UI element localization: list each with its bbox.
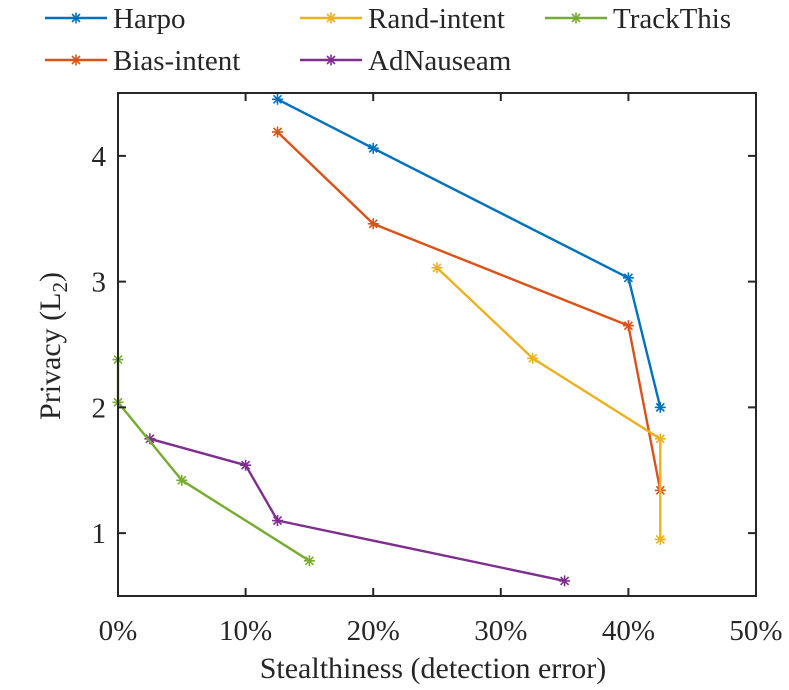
legend-label-trackthis: TrackThis: [613, 3, 731, 35]
x-tick-label: 10%: [219, 615, 272, 647]
x-tick-label: 0%: [99, 615, 138, 647]
legend-item-harpo: Harpo: [45, 3, 185, 35]
data-point-harpo: [272, 93, 283, 105]
legend-marker-adnauseam: [325, 54, 337, 66]
y-tick-label: 4: [92, 141, 107, 173]
data-point-harpo: [622, 272, 634, 284]
legend-label-rand-intent: Rand-intent: [368, 3, 505, 35]
y-axis-label: Privacy (L2): [34, 272, 72, 420]
legend-item-adnauseam: AdNauseam: [300, 45, 512, 77]
series-line-harpo: [276, 98, 662, 408]
x-tick-label: 40%: [602, 615, 655, 647]
data-point-trackthis: [303, 555, 315, 567]
y-axis-label-main: Privacy (L: [34, 293, 67, 420]
series-bias-intent: [272, 126, 666, 496]
legend-label-adnauseam: AdNauseam: [368, 45, 512, 77]
data-point-adnauseam: [144, 433, 156, 445]
y-tick-label: 3: [92, 267, 107, 299]
data-point-rand-intent: [431, 262, 443, 274]
legend-marker-bias-intent: [70, 54, 82, 66]
data-point-harpo: [654, 401, 666, 413]
x-tick-label: 50%: [729, 615, 782, 647]
data-point-rand-intent: [654, 533, 666, 545]
legend-marker-trackthis: [570, 12, 582, 24]
series-line-bias-intent: [276, 131, 662, 491]
legend-item-rand-intent: Rand-intent: [300, 3, 505, 35]
data-point-adnauseam: [272, 515, 283, 527]
y-tick-label: 2: [92, 392, 107, 424]
legend-marker-harpo: [70, 12, 82, 24]
y-axis-label-close: ): [34, 272, 67, 282]
series-trackthis: [112, 354, 315, 567]
series-rand-intent: [431, 262, 666, 545]
x-tick-label: 30%: [474, 615, 527, 647]
data-point-trackthis: [176, 474, 188, 486]
legend-label-bias-intent: Bias-intent: [113, 45, 240, 77]
legend-label-harpo: Harpo: [113, 3, 185, 35]
legend: Harpo Bias-intent Rand-intent AdNauseam Trac…: [45, 3, 731, 77]
legend-item-bias-intent: Bias-intent: [45, 45, 240, 77]
data-point-adnauseam: [559, 575, 571, 587]
plot-frame: [117, 92, 757, 597]
legend-marker-rand-intent: [325, 12, 337, 24]
data-point-bias-intent: [272, 126, 283, 138]
data-point-adnauseam: [240, 459, 252, 471]
x-axis-label: Stealthiness (detection error): [260, 652, 607, 685]
data-point-bias-intent: [367, 218, 379, 230]
data-point-bias-intent: [622, 320, 634, 332]
data-point-rand-intent: [654, 433, 666, 445]
series-line-rand-intent: [436, 266, 662, 540]
y-axis-label-subscript: 2: [48, 282, 72, 293]
series-layer: [112, 93, 666, 587]
series-line-adnauseam: [149, 437, 565, 583]
axes: 0% 10% 20% 30% 40% 50% 1 2 3 4: [92, 92, 783, 647]
data-point-rand-intent: [527, 352, 539, 364]
x-tick-label: 20%: [347, 615, 400, 647]
series-harpo: [272, 93, 666, 413]
series-line-trackthis: [116, 359, 311, 562]
data-point-harpo: [367, 142, 379, 154]
series-adnauseam: [144, 433, 571, 587]
y-tick-label: 1: [92, 518, 107, 550]
legend-item-trackthis: TrackThis: [545, 3, 731, 35]
